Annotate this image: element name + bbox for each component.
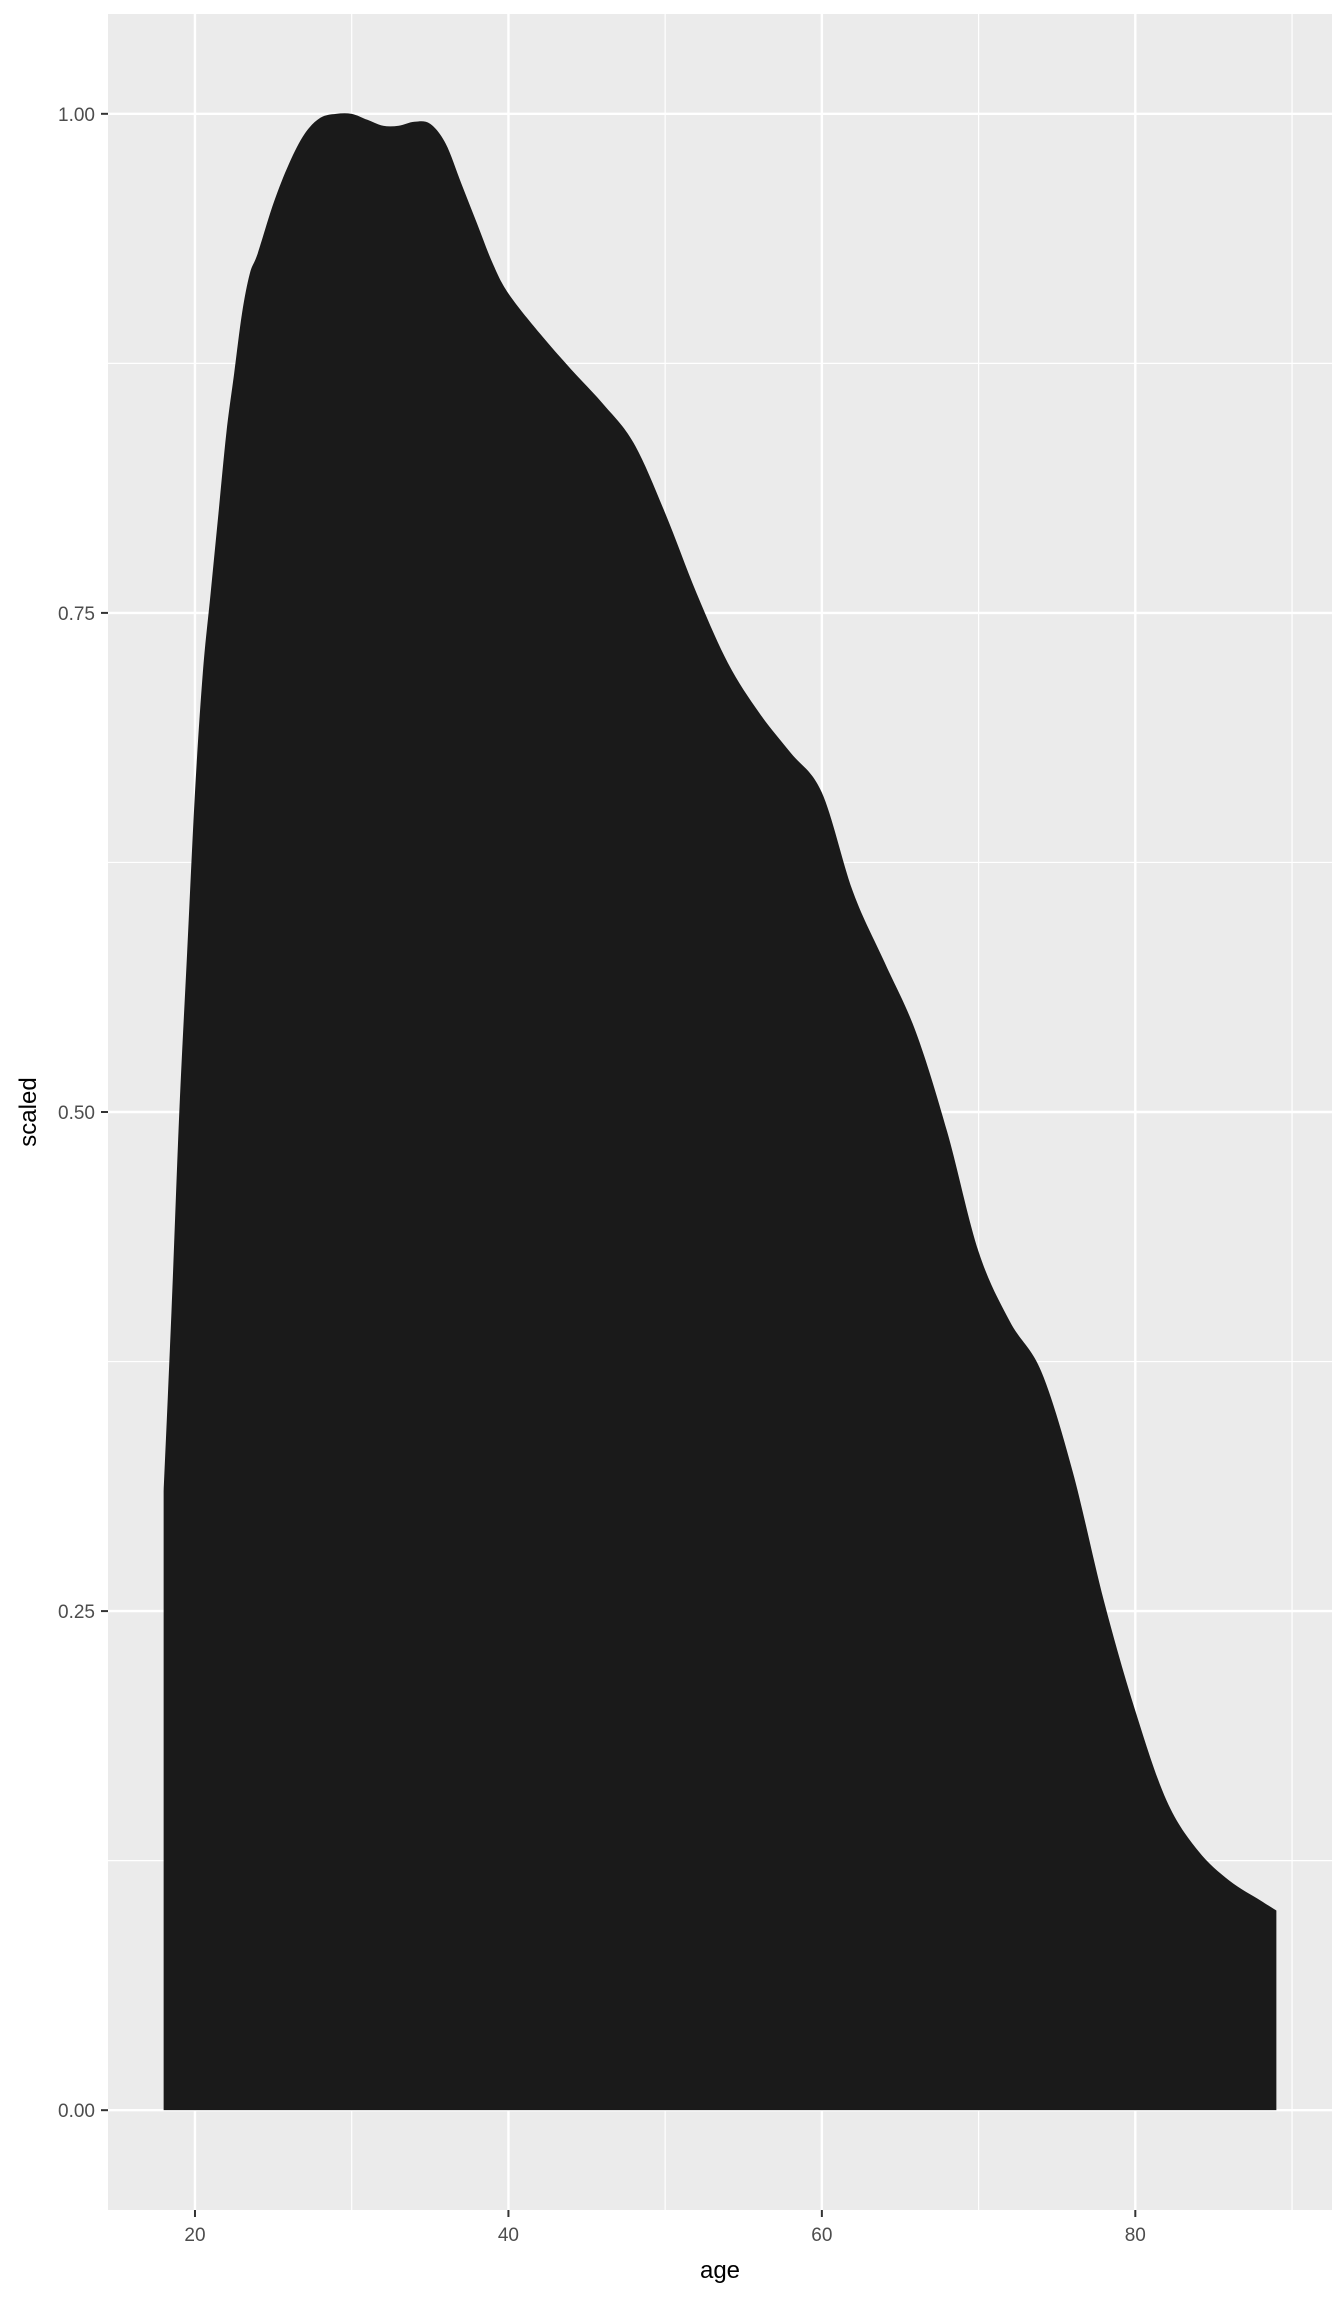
y-axis-title: scaled [15, 1077, 42, 1146]
x-axis-tick-labels: 20 40 60 80 [184, 2225, 1145, 2246]
x-axis-ticks [193, 2210, 1137, 2217]
y-tick-label: 0.25 [58, 1602, 95, 1623]
y-tick-label: 0.50 [58, 1103, 95, 1124]
x-tick-label: 40 [498, 2225, 519, 2246]
x-tick-label: 60 [811, 2225, 832, 2246]
x-tick-label: 80 [1125, 2225, 1146, 2246]
density-area [163, 113, 1277, 2111]
y-axis-tick-labels: 0.00 0.25 0.50 0.75 1.00 [58, 105, 95, 2122]
y-tick-label: 1.00 [58, 105, 95, 126]
y-tick-label: 0.00 [58, 2101, 95, 2122]
x-tick-label: 20 [184, 2225, 205, 2246]
y-axis-ticks [101, 112, 108, 2112]
x-axis-title: age [700, 2257, 740, 2284]
y-tick-label: 0.75 [58, 604, 95, 625]
